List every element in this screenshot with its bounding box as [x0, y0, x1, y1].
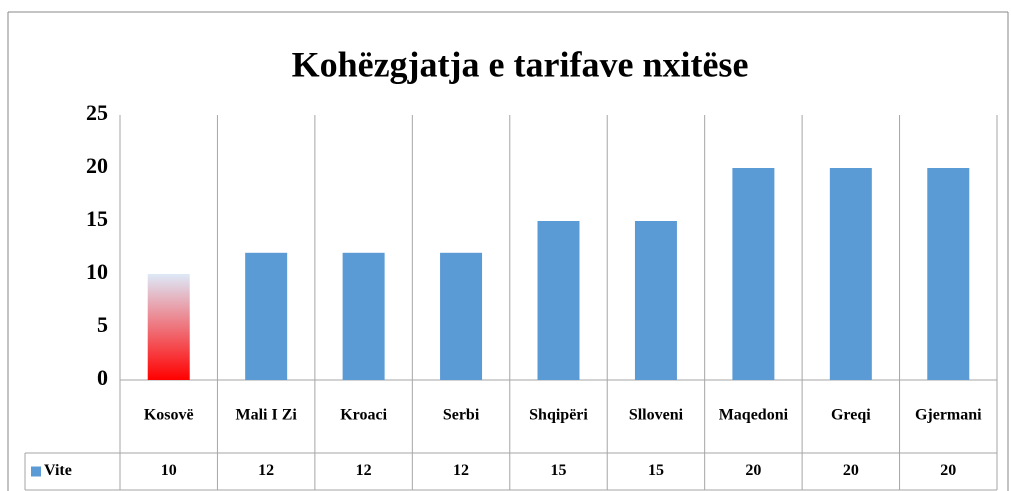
bar: [342, 252, 385, 380]
table-value: 20: [843, 462, 859, 479]
x-tick-label: Kroaci: [340, 407, 387, 424]
bar: [147, 274, 190, 380]
x-tick-label: Maqedoni: [719, 407, 789, 424]
y-tick-label: 20: [86, 153, 108, 178]
bar: [829, 168, 872, 380]
y-tick-label: 0: [97, 365, 108, 390]
bar: [732, 168, 775, 380]
legend-label: Vite: [44, 462, 72, 479]
bar: [927, 168, 970, 380]
x-tick-label: Slloveni: [629, 407, 684, 424]
bar: [634, 221, 677, 380]
x-tick-label: Shqipëri: [529, 407, 588, 424]
table-value: 15: [648, 462, 664, 479]
y-tick-label: 15: [86, 206, 108, 231]
table-value: 15: [551, 462, 567, 479]
x-tick-label: Gjermani: [915, 407, 982, 424]
x-tick-label: Serbi: [443, 407, 480, 424]
table-value: 20: [745, 462, 761, 479]
table-value: 12: [258, 462, 274, 479]
table-value: 12: [356, 462, 372, 479]
bar: [440, 252, 483, 380]
table-value: 12: [453, 462, 469, 479]
x-tick-label: Greqi: [831, 407, 871, 424]
table-value: 10: [161, 462, 177, 479]
x-tick-label: Mali I Zi: [235, 407, 297, 424]
x-tick-label: Kosovë: [144, 407, 194, 424]
chart-title: Kohëzgjatja e tarifave nxitëse: [292, 44, 749, 84]
bar: [245, 252, 288, 380]
y-tick-label: 10: [86, 259, 108, 284]
legend-swatch: [31, 466, 41, 477]
table-value: 20: [940, 462, 956, 479]
y-tick-label: 25: [86, 100, 108, 125]
y-tick-label: 5: [97, 312, 108, 337]
bar: [537, 221, 580, 380]
